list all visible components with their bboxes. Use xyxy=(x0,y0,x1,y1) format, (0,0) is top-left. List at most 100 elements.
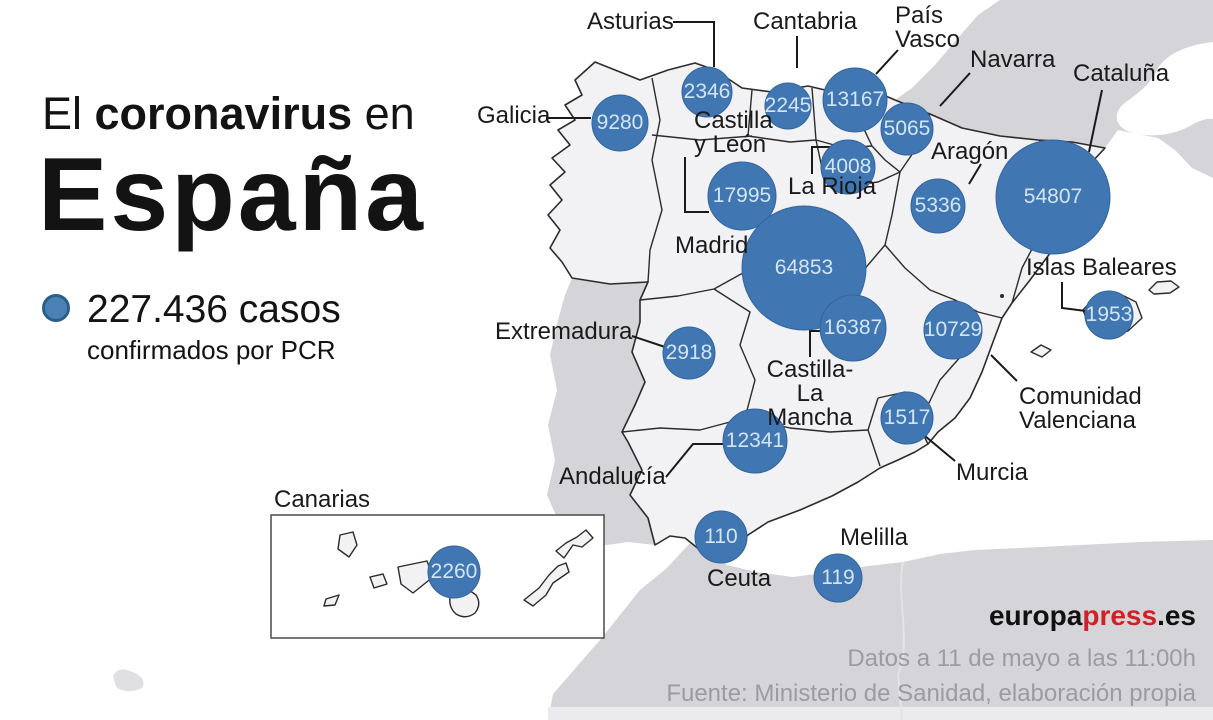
map-gulf-of-lion xyxy=(1116,42,1213,136)
region-label-pais-vasco: País Vasco xyxy=(895,2,960,53)
region-label-castilla-la-mancha: Castilla- La Mancha xyxy=(766,356,854,431)
legend: 227.436 casos confirmados por PCR xyxy=(42,290,341,366)
case-count-ceuta: 110 xyxy=(704,525,738,548)
map-fuerteventura-island xyxy=(523,562,570,607)
map-africa xyxy=(548,540,1213,720)
label-connector-castilla-la-mancha xyxy=(809,330,824,357)
label-connector-pais-vasco xyxy=(875,49,899,75)
title-keyword: coronavirus xyxy=(94,88,353,139)
case-bubble-cantabria xyxy=(764,82,812,130)
region-label-castilla-y-leon: Castilla y León xyxy=(694,107,773,158)
case-count-comunidad-valenciana: 10729 xyxy=(923,318,983,341)
region-label-extremadura: Extremadura xyxy=(495,318,633,345)
region-label-andalucia: Andalucía xyxy=(559,463,666,490)
title-post: en xyxy=(352,88,415,139)
case-bubble-la-rioja xyxy=(820,139,876,195)
case-count-melilla: 119 xyxy=(821,566,855,589)
region-label-comunidad-valenciana: Comunidad Valenciana xyxy=(1019,383,1142,434)
case-bubble-canarias xyxy=(427,545,481,599)
case-count-cataluna: 54807 xyxy=(1023,185,1083,208)
case-count-murcia: 1517 xyxy=(883,406,931,429)
case-bubble-melilla xyxy=(813,553,863,603)
case-bubble-navarra xyxy=(880,102,934,156)
map-la-gomera-island xyxy=(369,573,388,589)
case-bubble-extremadura xyxy=(662,326,716,380)
region-label-navarra: Navarra xyxy=(970,46,1056,73)
region-label-cataluna: Cataluña xyxy=(1073,60,1170,87)
region-label-madrid: Madrid xyxy=(675,232,749,259)
case-bubble-asturias xyxy=(681,66,733,118)
case-bubble-cataluna xyxy=(995,139,1111,255)
map-ibiza-island xyxy=(1030,344,1052,358)
case-count-la-rioja: 4008 xyxy=(824,155,872,178)
logo-press: press xyxy=(1082,600,1158,631)
region-label-asturias: Asturias xyxy=(587,8,674,35)
source-note: Fuente: Ministerio de Sanidad, elaboraci… xyxy=(666,680,1196,707)
region-label-cantabria: Cantabria xyxy=(753,8,858,35)
case-count-aragon: 5336 xyxy=(914,194,962,217)
region-label-murcia: Murcia xyxy=(956,459,1029,486)
map-madeira-island xyxy=(113,669,144,692)
label-connector-aragon xyxy=(968,163,982,185)
total-cases: 227.436 casos xyxy=(87,288,341,331)
case-bubble-comunidad-valenciana xyxy=(923,300,983,360)
map-menorca-island xyxy=(1148,280,1180,295)
label-connector-navarra xyxy=(939,72,971,107)
region-label-islas-baleares: Islas Baleares xyxy=(1026,254,1177,281)
case-count-cantabria: 2245 xyxy=(764,94,812,117)
case-bubble-murcia xyxy=(880,391,934,445)
case-count-canarias: 2260 xyxy=(430,560,478,583)
map-france xyxy=(895,0,1213,178)
label-connector-la-rioja xyxy=(811,146,836,174)
page-title-line2: España xyxy=(38,137,426,253)
label-connector-asturias xyxy=(673,21,715,67)
case-bubble-galicia xyxy=(591,94,649,152)
logo-es: .es xyxy=(1157,600,1196,631)
map-islet-dot xyxy=(1000,294,1004,298)
region-label-canarias: Canarias xyxy=(274,486,371,513)
case-bubble-islas-baleares xyxy=(1084,290,1134,340)
case-count-andalucia: 12341 xyxy=(725,429,785,452)
bubble-layer xyxy=(427,66,1134,603)
label-connector-extremadura xyxy=(631,335,666,348)
case-count-castilla-y-leon: 17995 xyxy=(712,184,772,207)
case-count-extremadura: 2918 xyxy=(665,341,713,364)
map-lanzarote-island xyxy=(555,529,594,559)
case-count-madrid: 64853 xyxy=(774,256,834,279)
label-connector-comunidad-valenciana xyxy=(990,354,1018,382)
connector-layer xyxy=(546,21,1103,478)
case-bubble-andalucia xyxy=(722,408,788,474)
page-title-line1: El coronavirus en xyxy=(42,88,415,140)
case-bubble-ceuta xyxy=(694,510,748,564)
map-la-palma-island xyxy=(337,531,358,558)
case-count-islas-baleares: 1953 xyxy=(1085,303,1133,326)
map-el-hierro-island xyxy=(323,594,340,607)
region-label-ceuta: Ceuta xyxy=(707,565,772,592)
case-bubble-pais-vasco xyxy=(822,67,888,133)
legend-dot-icon xyxy=(42,294,70,322)
case-bubble-castilla-la-mancha xyxy=(819,294,887,362)
map-tenerife-island xyxy=(397,560,434,594)
case-bubble-madrid xyxy=(741,205,867,331)
case-count-asturias: 2346 xyxy=(683,80,731,103)
map-portugal xyxy=(547,278,655,546)
case-count-navarra: 5065 xyxy=(883,117,931,140)
map-africa-shore-strip xyxy=(548,707,1213,720)
cases-qualifier: confirmados por PCR xyxy=(87,335,336,365)
title-pre: El xyxy=(42,88,95,139)
case-count-galicia: 9280 xyxy=(596,111,644,134)
label-connector-cataluna xyxy=(1088,89,1103,153)
case-count-pais-vasco: 13167 xyxy=(825,88,885,111)
footer: europapress.es Datos a 11 de mayo a las … xyxy=(666,600,1196,711)
label-connector-andalucia xyxy=(665,443,725,478)
case-count-castilla-la-mancha: 16387 xyxy=(823,316,883,339)
case-bubble-castilla-y-leon xyxy=(707,161,777,231)
label-connector-castilla-y-leon xyxy=(684,157,709,213)
legend-text: 227.436 casos confirmados por PCR xyxy=(87,290,341,366)
label-connector-islas-baleares xyxy=(1061,282,1087,312)
case-bubble-aragon xyxy=(910,178,966,234)
label-connector-murcia xyxy=(924,435,956,462)
